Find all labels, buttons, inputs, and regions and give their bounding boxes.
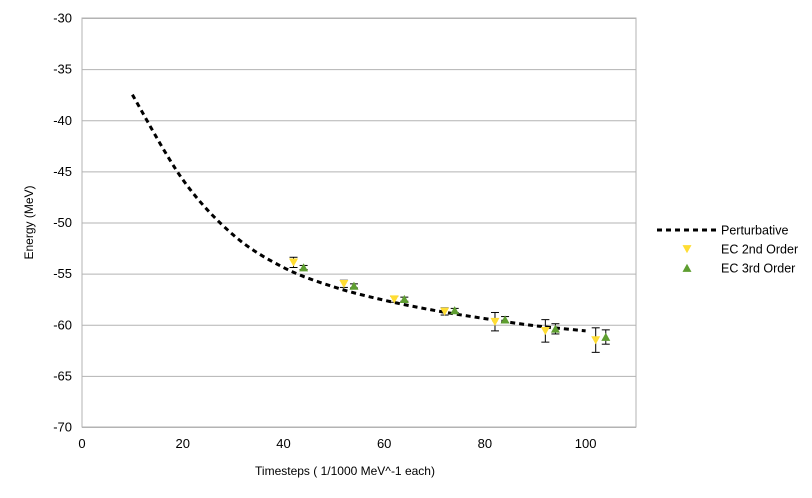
y-tick-label: -65 <box>53 368 72 383</box>
y-tick-label: -40 <box>53 113 72 128</box>
data-point-ec3 <box>601 332 611 341</box>
y-tick-label: -45 <box>53 164 72 179</box>
data-point-ec3 <box>500 315 510 324</box>
y-tick-label: -70 <box>53 420 72 435</box>
data-point-ec2 <box>389 295 399 304</box>
data-point-ec3 <box>550 324 560 333</box>
x-tick-label: 60 <box>377 436 391 451</box>
data-point-ec2 <box>540 327 550 336</box>
y-axis-ticks: -30 -35 -40 -45 -50 -55 -60 -65 -70 <box>53 11 72 435</box>
x-axis-ticks: 0 20 40 60 80 100 <box>78 436 596 451</box>
x-tick-label: 20 <box>175 436 189 451</box>
data-point-ec2 <box>440 307 450 316</box>
data-point-ec2 <box>289 258 299 267</box>
data-point-ec3 <box>450 306 460 315</box>
x-tick-label: 100 <box>575 436 597 451</box>
x-tick-label: 80 <box>478 436 492 451</box>
legend-swatch-marker <box>682 245 692 254</box>
legend-label: EC 3rd Order <box>721 262 795 276</box>
x-tick-label: 0 <box>78 436 85 451</box>
y-tick-label: -60 <box>53 317 72 332</box>
legend-label: EC 2nd Order <box>721 243 798 257</box>
y-axis-title: Energy (MeV) <box>22 185 36 259</box>
y-tick-label: -55 <box>53 266 72 281</box>
data-point-ec3 <box>399 294 409 304</box>
data-point-ec2 <box>339 280 349 289</box>
gridlines <box>82 18 636 428</box>
data-point-ec2 <box>591 336 601 345</box>
data-point-ec3 <box>349 281 359 290</box>
legend-item-ec3: EC 3rd Order <box>682 262 795 276</box>
data-point-ec3 <box>299 263 309 272</box>
legend: Perturbative EC 2nd Order EC 3rd Order <box>657 224 798 276</box>
legend-item-ec2: EC 2nd Order <box>682 243 798 257</box>
x-axis-title: Timesteps ( 1/1000 MeV^-1 each) <box>255 464 435 478</box>
legend-item-perturbative: Perturbative <box>657 224 788 238</box>
x-tick-label: 40 <box>276 436 290 451</box>
legend-swatch-marker <box>682 263 692 272</box>
y-tick-label: -30 <box>53 11 72 26</box>
y-tick-label: -50 <box>53 215 72 230</box>
y-tick-label: -35 <box>53 62 72 77</box>
series-line-perturbative <box>131 93 586 333</box>
series-layer <box>131 93 611 353</box>
data-point-ec2 <box>490 317 500 326</box>
legend-label: Perturbative <box>721 224 788 238</box>
